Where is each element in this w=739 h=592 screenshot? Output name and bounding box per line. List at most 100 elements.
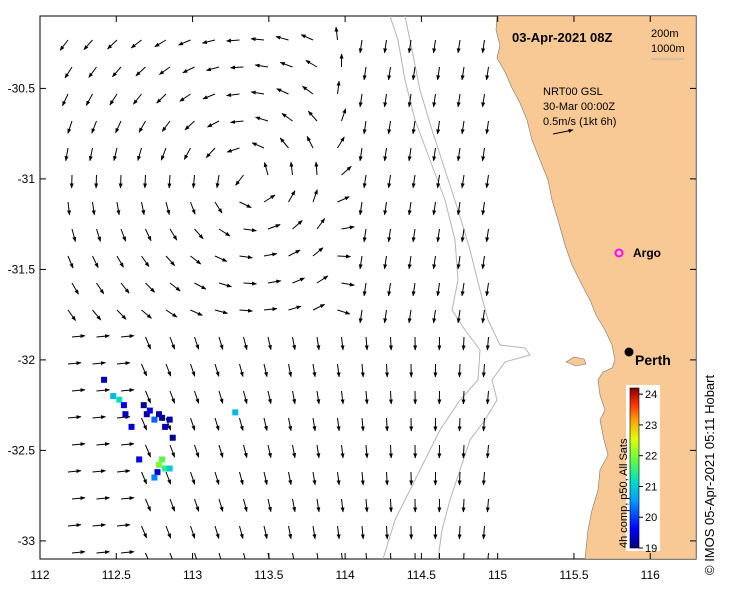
current-vector [71, 388, 86, 393]
current-vector [190, 309, 203, 316]
x-tick-label: 112 [30, 568, 49, 582]
current-vector [461, 390, 466, 405]
current-vector [485, 336, 490, 351]
perth-city-marker [624, 347, 634, 357]
current-vector [64, 147, 69, 162]
current-vector [135, 66, 146, 77]
current-vector [436, 174, 441, 189]
current-vector [230, 65, 244, 70]
current-vector [292, 390, 297, 405]
current-vector [190, 255, 202, 265]
y-tick-label: -33 [18, 534, 36, 548]
current-vector [190, 417, 196, 431]
current-vector [239, 525, 244, 540]
current-vector [341, 108, 347, 122]
current-vector [254, 63, 269, 68]
current-vector [179, 93, 191, 102]
current-vector [316, 498, 321, 513]
current-vector [312, 471, 317, 486]
current-vector [364, 390, 369, 405]
current-vector [340, 498, 345, 513]
current-vector [141, 471, 148, 485]
current-vector [263, 307, 278, 312]
current-vector [255, 116, 269, 122]
current-vector [169, 282, 181, 292]
current-vector [456, 147, 461, 162]
current-vector [364, 444, 369, 459]
current-vector [67, 255, 74, 269]
current-vector [316, 218, 326, 230]
current-vector [432, 147, 437, 162]
current-vector [251, 142, 265, 149]
current-vector [96, 334, 110, 339]
current-vector [362, 174, 367, 189]
current-vector [457, 417, 462, 432]
current-vector [432, 201, 437, 216]
current-vector [141, 201, 146, 216]
arrow-scale-label: 0.5m/s (1kt 6h) [543, 116, 616, 128]
current-vector [336, 363, 341, 378]
current-vector [288, 417, 293, 432]
current-vector [263, 161, 269, 176]
current-vector [383, 309, 388, 324]
map-title: 03-Apr-2021 08Z [512, 30, 612, 45]
current-vector [194, 390, 200, 404]
y-tick-label: -32.5 [8, 443, 36, 457]
current-vector [91, 201, 96, 216]
current-vector [385, 417, 389, 432]
current-vector [481, 39, 486, 54]
current-vector [336, 80, 341, 95]
current-vector [358, 309, 363, 324]
current-vector [218, 228, 231, 237]
current-vector [71, 550, 86, 555]
current-vector [112, 66, 122, 78]
sst-pixel [155, 411, 162, 418]
current-vector [485, 498, 490, 513]
current-vector [340, 390, 345, 405]
current-vector [92, 361, 106, 366]
current-vector [165, 309, 178, 318]
current-vector [214, 309, 229, 315]
current-vector [457, 363, 462, 378]
current-vector [160, 147, 167, 161]
current-vector [169, 390, 176, 404]
sst-pixel [155, 461, 162, 468]
sst-pixel [151, 474, 158, 481]
current-vector [116, 469, 131, 474]
current-vector [156, 93, 167, 104]
current-vector [194, 444, 200, 458]
current-vector [314, 161, 319, 176]
current-vector [387, 120, 392, 135]
current-vector [432, 309, 437, 324]
current-vector [334, 26, 339, 41]
sst-pixel [120, 402, 127, 409]
current-vector [387, 174, 392, 189]
sst-pixel [140, 402, 147, 409]
current-vector [305, 59, 318, 68]
current-vector [243, 228, 257, 233]
y-tick-label: -30.5 [8, 81, 36, 95]
current-vector [83, 39, 93, 51]
current-vector [92, 309, 102, 321]
sst-pixel [146, 407, 153, 414]
current-vector [239, 363, 244, 378]
current-vector [289, 161, 294, 176]
current-vector [137, 147, 142, 161]
current-vector [165, 471, 172, 485]
current-vector [243, 552, 246, 559]
current-vector [292, 277, 305, 284]
current-vector [243, 498, 248, 513]
sst-pixel [162, 423, 169, 430]
current-vector [214, 417, 220, 431]
sst-pixel [169, 434, 176, 441]
current-vector [120, 228, 127, 242]
current-vector [120, 442, 135, 447]
x-tick-label: 113 [183, 568, 202, 582]
current-vector [463, 552, 465, 559]
current-vector [145, 552, 149, 559]
current-vector [96, 228, 101, 242]
current-vector [85, 93, 93, 106]
sst-pixels [101, 376, 239, 481]
current-vector [411, 174, 416, 189]
current-vector [71, 334, 86, 339]
